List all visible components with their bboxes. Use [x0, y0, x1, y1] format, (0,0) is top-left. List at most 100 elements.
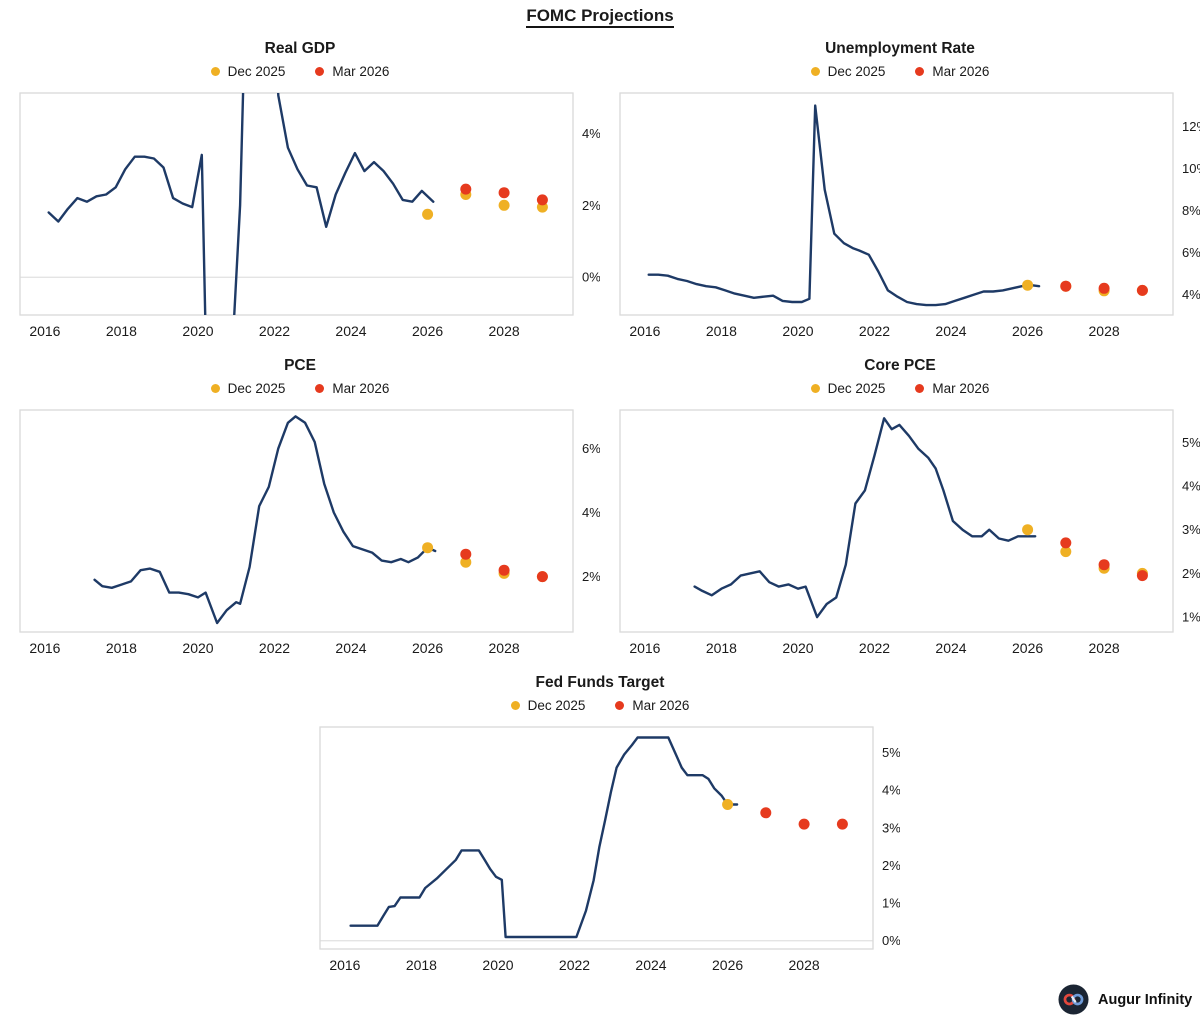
- chart-fed-funds-target: Fed Funds Target Dec 2025 Mar 2026 0% 1% 2%…: [300, 670, 901, 983]
- x-axis-tick-label: 2024: [335, 640, 366, 656]
- legend-label: Mar 2026: [932, 380, 990, 396]
- y-axis-tick-label: 1%: [1182, 610, 1200, 625]
- chart-real-gdp: Real GDP Dec 2025 Mar 2026 0% 2% 4% 2016 2018…: [0, 36, 601, 349]
- y-axis-tick-label: 10%: [1182, 161, 1200, 176]
- legend-dot-icon: [615, 700, 625, 710]
- legend-item-mar-2026: Mar 2026: [315, 381, 389, 396]
- projection-dot-mar-2026: [460, 548, 472, 560]
- legend-label: Mar 2026: [332, 380, 390, 396]
- x-axis-tick-label: 2022: [259, 640, 290, 656]
- chart-core-pce: Core PCE Dec 2025 Mar 2026 1% 2% 3% 4% 5% 2016…: [600, 353, 1200, 666]
- chart-legend: Dec 2025 Mar 2026: [300, 694, 900, 716]
- projection-dot-dec-2025: [422, 542, 434, 554]
- projection-dot-dec-2025: [1022, 279, 1034, 291]
- x-axis-tick-label: 2026: [712, 957, 743, 973]
- projection-dot-dec-2025: [422, 208, 434, 220]
- legend-item-mar-2026: Mar 2026: [315, 64, 389, 79]
- projection-dot-mar-2026: [1098, 559, 1110, 571]
- x-axis-tick-label: 2020: [782, 323, 813, 339]
- x-axis-tick-label: 2024: [935, 323, 966, 339]
- chart-plot: 0% 2% 4% 2016 2018 2020 2022 2024 2026 2028: [19, 92, 601, 339]
- projection-dot-mar-2026: [798, 818, 810, 830]
- projection-dot-mar-2026: [1136, 284, 1148, 296]
- projection-dot-mar-2026: [498, 187, 510, 199]
- legend-dot-icon: [210, 66, 220, 76]
- x-axis-tick-label: 2022: [259, 323, 290, 339]
- history-line: [349, 736, 739, 939]
- plot-border: [619, 409, 1174, 633]
- x-axis-tick-label: 2016: [29, 323, 60, 339]
- x-axis-tick-label: 2020: [482, 957, 513, 973]
- projection-dot-mar-2026: [1136, 570, 1148, 582]
- chart-title: Core PCE: [864, 357, 936, 374]
- chart-title: Unemployment Rate: [825, 40, 975, 57]
- x-axis-tick-label: 2026: [412, 640, 443, 656]
- x-axis-tick-label: 2028: [1089, 640, 1120, 656]
- x-axis-tick-label: 2016: [629, 323, 660, 339]
- legend-item-mar-2026: Mar 2026: [615, 698, 689, 713]
- projection-dot-mar-2026: [760, 807, 772, 819]
- y-axis-tick-label: 6%: [582, 441, 600, 456]
- plot-border: [19, 92, 574, 316]
- history-line: [647, 104, 1041, 307]
- y-axis-tick-label: 3%: [1182, 522, 1200, 537]
- y-axis-tick-label: 3%: [882, 820, 900, 835]
- history-line: [93, 415, 437, 625]
- legend-label: Dec 2025: [227, 380, 286, 396]
- x-axis-tick-label: 2022: [859, 323, 890, 339]
- y-axis-tick-label: 4%: [1182, 287, 1200, 302]
- y-axis-tick-label: 4%: [1182, 479, 1200, 494]
- legend-dot-icon: [315, 383, 325, 393]
- projection-dot-mar-2026: [536, 194, 548, 206]
- chart-plot: 2% 4% 6% 2016 2018 2020 2022 2024 2026 2028: [19, 409, 601, 656]
- y-axis-tick-label: 5%: [1182, 435, 1200, 450]
- x-axis-tick-label: 2028: [789, 957, 820, 973]
- x-axis-tick-label: 2020: [182, 323, 213, 339]
- legend-label: Mar 2026: [632, 697, 690, 713]
- legend-dot-icon: [210, 383, 220, 393]
- chart-legend: Dec 2025 Mar 2026: [600, 377, 1200, 399]
- brand-footer: Augur Infinity: [1058, 984, 1192, 1015]
- projection-dot-dec-2025: [1060, 546, 1072, 558]
- x-axis-tick-label: 2018: [106, 323, 137, 339]
- legend-label: Dec 2025: [827, 63, 886, 79]
- chart-plot: 1% 2% 3% 4% 5% 2016 2018 2020 2022 2024 2026 2028: [619, 409, 1200, 656]
- chart-title: Real GDP: [264, 40, 336, 57]
- projection-dot-mar-2026: [836, 818, 848, 830]
- legend-label: Dec 2025: [227, 63, 286, 79]
- x-axis-tick-label: 2026: [1012, 323, 1043, 339]
- y-axis-tick-label: 4%: [582, 505, 600, 520]
- plot-border: [19, 409, 574, 633]
- chart-pce: PCE Dec 2025 Mar 2026 2% 4% 6% 2016 2018 2020 2…: [0, 353, 601, 666]
- y-axis-tick-label: 8%: [1182, 203, 1200, 218]
- legend-label: Mar 2026: [332, 63, 390, 79]
- chart-unemployment-rate: Unemployment Rate Dec 2025 Mar 2026 4% 6% 8…: [600, 36, 1200, 349]
- legend-dot-icon: [915, 66, 925, 76]
- x-axis-tick-label: 2028: [489, 640, 520, 656]
- history-line: [693, 417, 1037, 619]
- legend-dot-icon: [315, 66, 325, 76]
- projection-dot-dec-2025: [498, 199, 510, 211]
- x-axis-tick-label: 2024: [635, 957, 666, 973]
- legend-item-dec-2025: Dec 2025: [810, 381, 885, 396]
- x-axis-tick-label: 2016: [629, 640, 660, 656]
- chart-plot: 4% 6% 8% 10% 12% 2016 2018 2020 2022 2024 2026 2028: [619, 92, 1200, 339]
- x-axis-tick-label: 2026: [412, 323, 443, 339]
- x-axis-tick-label: 2022: [559, 957, 590, 973]
- projection-dot-dec-2025: [1022, 524, 1034, 536]
- x-axis-tick-label: 2020: [182, 640, 213, 656]
- plot-border: [319, 726, 874, 950]
- x-axis-tick-label: 2028: [1089, 323, 1120, 339]
- x-axis-tick-label: 2018: [706, 323, 737, 339]
- legend-item-dec-2025: Dec 2025: [210, 63, 286, 79]
- chart-plot: 0% 1% 2% 3% 4% 5% 2016 2018 2020 2022 2024 2026 2028: [319, 726, 901, 973]
- y-axis-tick-label: 2%: [582, 198, 600, 213]
- legend-dot-icon: [915, 383, 925, 393]
- y-axis-tick-label: 6%: [1182, 245, 1200, 260]
- y-axis-tick-label: 5%: [882, 745, 900, 760]
- y-axis-tick-label: 1%: [882, 896, 900, 911]
- legend-item-dec-2025: Dec 2025: [510, 698, 585, 713]
- x-axis-tick-label: 2024: [935, 640, 966, 656]
- x-axis-tick-label: 2020: [782, 640, 813, 656]
- x-axis-tick-label: 2018: [106, 640, 137, 656]
